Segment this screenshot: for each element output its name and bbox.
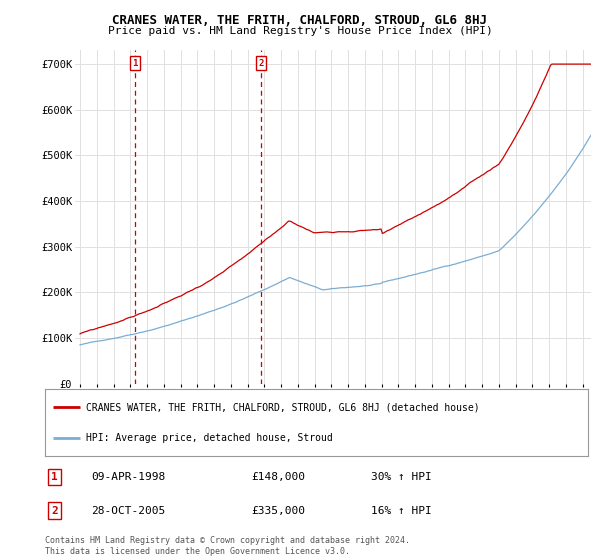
Text: Contains HM Land Registry data © Crown copyright and database right 2024.
This d: Contains HM Land Registry data © Crown c… <box>45 536 410 556</box>
Text: 09-APR-1998: 09-APR-1998 <box>91 472 166 482</box>
Text: CRANES WATER, THE FRITH, CHALFORD, STROUD, GL6 8HJ: CRANES WATER, THE FRITH, CHALFORD, STROU… <box>113 14 487 27</box>
Text: £335,000: £335,000 <box>251 506 305 516</box>
Text: 16% ↑ HPI: 16% ↑ HPI <box>371 506 431 516</box>
Text: HPI: Average price, detached house, Stroud: HPI: Average price, detached house, Stro… <box>86 432 332 442</box>
Text: £148,000: £148,000 <box>251 472 305 482</box>
Text: 28-OCT-2005: 28-OCT-2005 <box>91 506 166 516</box>
Text: Price paid vs. HM Land Registry's House Price Index (HPI): Price paid vs. HM Land Registry's House … <box>107 26 493 36</box>
Text: 2: 2 <box>52 506 58 516</box>
Text: 30% ↑ HPI: 30% ↑ HPI <box>371 472 431 482</box>
Text: 1: 1 <box>52 472 58 482</box>
Text: CRANES WATER, THE FRITH, CHALFORD, STROUD, GL6 8HJ (detached house): CRANES WATER, THE FRITH, CHALFORD, STROU… <box>86 402 479 412</box>
Text: 1: 1 <box>132 59 137 68</box>
Text: 2: 2 <box>259 59 264 68</box>
